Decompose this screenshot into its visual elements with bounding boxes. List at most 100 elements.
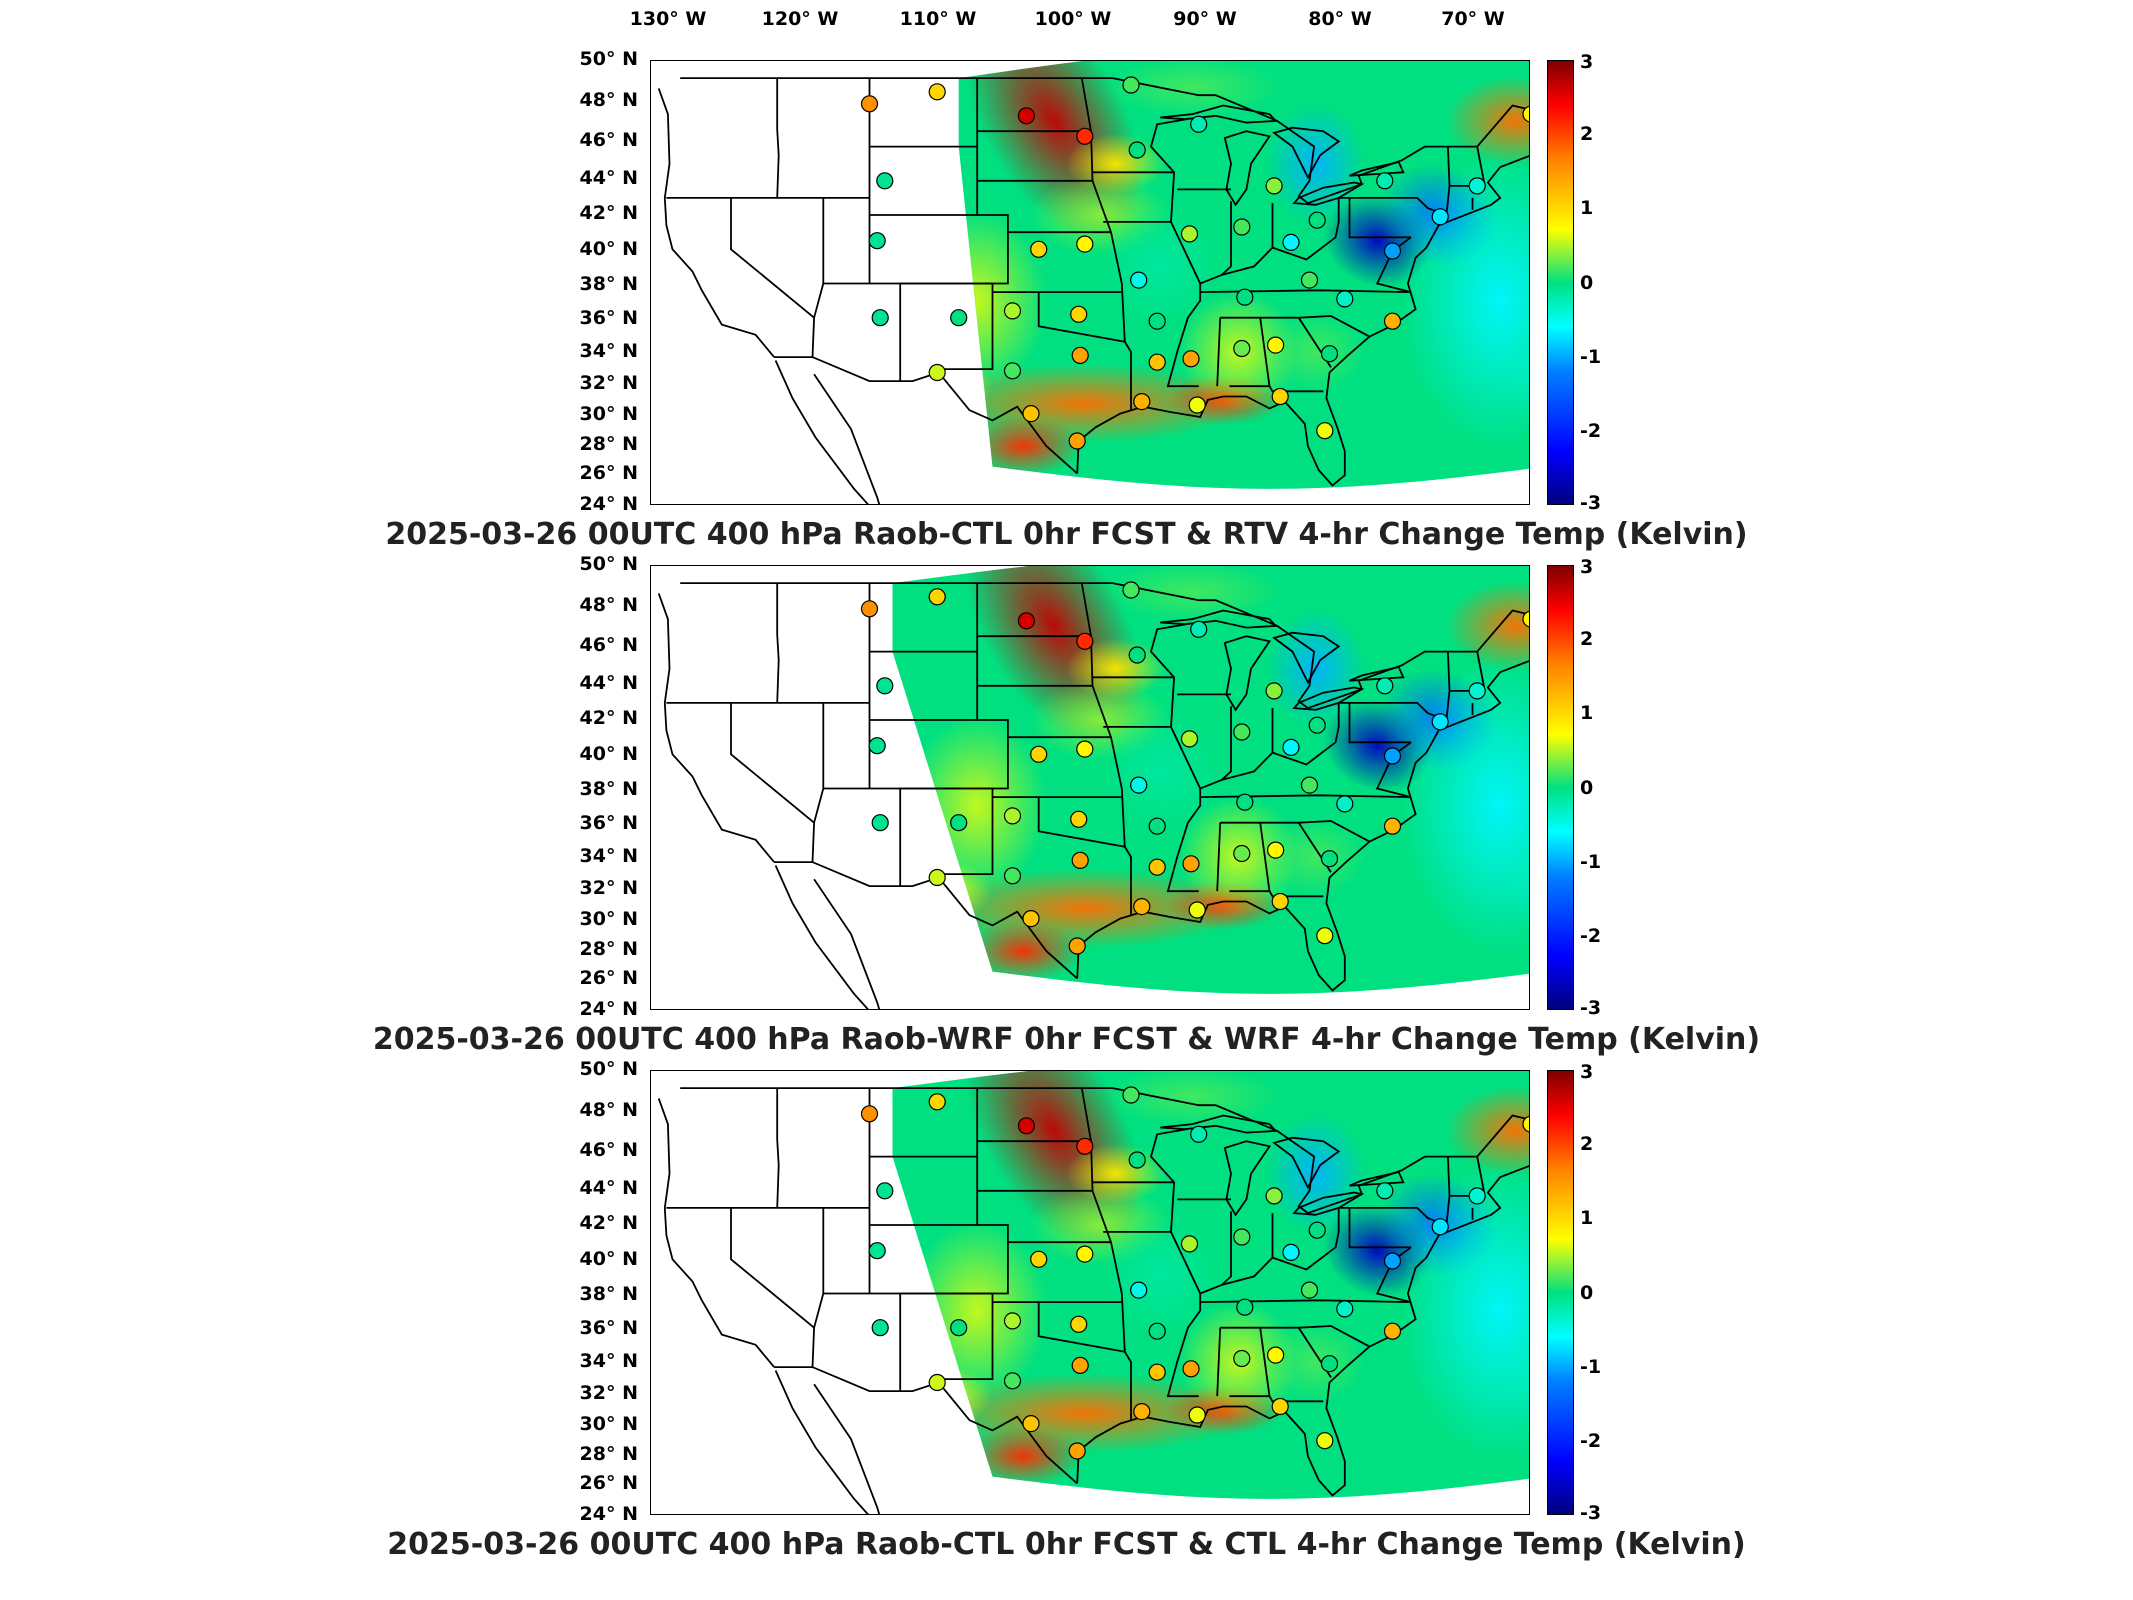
latitude-label: 38° N bbox=[579, 1283, 638, 1306]
raob-station-marker bbox=[1128, 1151, 1146, 1169]
colorbar-tick-label: 0 bbox=[1580, 271, 1594, 294]
colorbar-tick-label: -2 bbox=[1580, 924, 1602, 947]
boundary-line bbox=[1259, 822, 1271, 892]
latitude-label: 44° N bbox=[579, 1176, 638, 1199]
boundary-line bbox=[868, 1156, 1009, 1392]
boundary-line bbox=[1338, 1207, 1411, 1249]
raob-station-marker bbox=[1030, 745, 1048, 763]
raob-station-marker bbox=[1188, 1406, 1206, 1424]
boundary-line bbox=[730, 1207, 815, 1329]
raob-station-marker bbox=[1122, 1086, 1140, 1104]
boundary-line bbox=[1166, 797, 1202, 893]
raob-station-marker bbox=[1130, 776, 1148, 794]
map-plot-area bbox=[650, 60, 1530, 505]
raob-station-marker bbox=[1236, 288, 1254, 306]
raob-station-marker bbox=[1182, 350, 1200, 368]
boundary-line bbox=[1268, 890, 1324, 898]
raob-station-marker bbox=[1336, 795, 1354, 813]
boundary-line bbox=[1338, 702, 1411, 744]
raob-station-marker bbox=[928, 588, 946, 606]
raob-station-marker bbox=[876, 1182, 894, 1200]
raob-station-marker bbox=[1071, 346, 1089, 364]
raob-station-marker bbox=[1003, 867, 1022, 885]
field-blob bbox=[901, 1366, 992, 1427]
field-blob bbox=[963, 921, 1084, 982]
colorbar-tick-label: 1 bbox=[1580, 197, 1594, 220]
raob-station-marker bbox=[1076, 235, 1094, 253]
boundary-line bbox=[1272, 702, 1340, 766]
raob-station-marker bbox=[928, 868, 946, 887]
raob-station-marker bbox=[1017, 612, 1035, 630]
boundary-line bbox=[1447, 651, 1451, 691]
latitude-label: 50° N bbox=[579, 553, 638, 575]
colorbar bbox=[1547, 565, 1574, 1010]
raob-station-marker bbox=[871, 814, 889, 832]
raob-station-marker bbox=[1383, 312, 1402, 330]
raob-station-marker bbox=[1068, 1442, 1086, 1460]
boundary-line bbox=[1445, 146, 1486, 216]
raob-station-marker bbox=[1316, 422, 1334, 440]
raob-station-marker bbox=[1468, 177, 1486, 195]
raob-station-marker bbox=[860, 600, 879, 618]
field-blob bbox=[1265, 311, 1366, 392]
raob-station-marker bbox=[1282, 1243, 1300, 1261]
great-lake-outline bbox=[1272, 631, 1341, 685]
panel-caption: 2025-03-26 00UTC 400 hPa Raob-WRF 0hr FC… bbox=[372, 1022, 1761, 1057]
latitude-label: 28° N bbox=[579, 432, 638, 455]
boundary-line bbox=[1268, 385, 1324, 393]
map-panel-2: 50° N 48° N 46° N 44° N 42° N 40° N 38° N 36° N… bbox=[0, 553, 2133, 1065]
boundary-line bbox=[657, 593, 775, 863]
colorbar-tick-label: 2 bbox=[1580, 628, 1594, 651]
raob-station-marker bbox=[1068, 432, 1086, 450]
great-lake-outline bbox=[1292, 1191, 1365, 1216]
raob-station-marker bbox=[1003, 807, 1022, 825]
raob-station-marker bbox=[928, 1373, 946, 1392]
raob-station-marker bbox=[868, 1242, 886, 1260]
great-lake-outline bbox=[1292, 686, 1365, 711]
raob-station-marker bbox=[1383, 1322, 1402, 1340]
raob-station-marker bbox=[1182, 1360, 1200, 1378]
latitude-label: 46° N bbox=[579, 1138, 638, 1161]
raob-station-marker bbox=[1190, 1125, 1208, 1143]
boundary-line bbox=[1375, 236, 1412, 293]
raob-station-marker bbox=[1376, 172, 1394, 190]
panel-caption: 2025-03-26 00UTC 400 hPa Raob-CTL 0hr FC… bbox=[387, 1527, 1746, 1562]
coastline-and-state-borders bbox=[657, 582, 1529, 1009]
raob-station-marker bbox=[860, 1105, 879, 1123]
raob-station-marker bbox=[1003, 302, 1022, 320]
raob-station-marker bbox=[1190, 620, 1208, 638]
boundary-line bbox=[1272, 197, 1340, 261]
raob-station-marker bbox=[1431, 1218, 1449, 1236]
raob-station-marker bbox=[950, 1319, 968, 1337]
raob-station-marker bbox=[1336, 1300, 1354, 1318]
great-lake-outline bbox=[1292, 181, 1365, 206]
latitude-label: 50° N bbox=[579, 1058, 638, 1080]
raob-station-marker bbox=[1236, 793, 1254, 811]
boundary-line bbox=[868, 146, 1009, 382]
raob-station-marker bbox=[1130, 271, 1148, 289]
boundary-line bbox=[1037, 1302, 1125, 1353]
field-blob bbox=[1102, 566, 1283, 622]
raob-station-marker bbox=[1233, 844, 1251, 863]
raob-station-marker bbox=[1282, 233, 1300, 251]
boundary-line bbox=[1150, 1128, 1202, 1303]
raob-station-marker bbox=[950, 814, 968, 832]
field-blob bbox=[907, 715, 1048, 896]
longitude-label: 130° W bbox=[629, 8, 707, 30]
colorbar-tick-label: -1 bbox=[1580, 850, 1602, 873]
raob-station-marker bbox=[1271, 892, 1289, 911]
raob-station-marker bbox=[1236, 1298, 1254, 1316]
raob-station-marker bbox=[1003, 1372, 1022, 1390]
boundary-line bbox=[1220, 315, 1370, 338]
raob-station-marker bbox=[1148, 858, 1166, 876]
colorbar-tick-label: 0 bbox=[1580, 1281, 1594, 1304]
raob-station-marker bbox=[928, 1093, 946, 1111]
latitude-label: 28° N bbox=[579, 937, 638, 960]
boundary-line bbox=[1150, 623, 1202, 798]
latitude-label: 42° N bbox=[579, 202, 638, 225]
raob-station-marker bbox=[1076, 1137, 1094, 1155]
temperature-field-map bbox=[657, 61, 1529, 504]
latitude-label: 40° N bbox=[579, 237, 638, 260]
boundary-line bbox=[776, 78, 780, 198]
raob-station-marker bbox=[1130, 1281, 1148, 1299]
